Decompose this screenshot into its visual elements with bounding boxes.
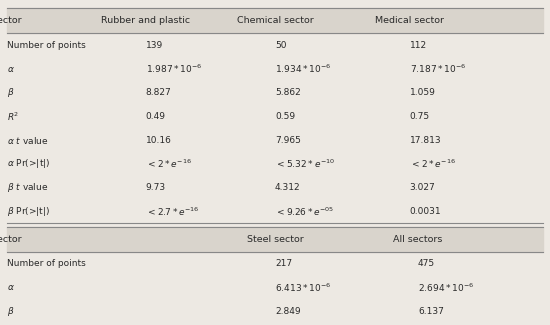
Text: 1.059: 1.059 bbox=[410, 88, 436, 97]
Bar bbox=[7, 152, 543, 176]
Text: $<5.32 * e^{-10}$: $<5.32 * e^{-10}$ bbox=[275, 158, 335, 170]
Bar bbox=[7, 323, 543, 325]
Bar bbox=[7, 57, 543, 81]
Text: Chemical sector: Chemical sector bbox=[236, 16, 314, 25]
Text: 50: 50 bbox=[275, 41, 287, 50]
Text: Number of points: Number of points bbox=[7, 41, 86, 50]
Text: $\beta$: $\beta$ bbox=[7, 86, 15, 99]
Text: $2.694 * 10^{-6}$: $2.694 * 10^{-6}$ bbox=[418, 281, 474, 294]
Text: 0.49: 0.49 bbox=[146, 112, 166, 121]
Text: $<2.7 * e^{-16}$: $<2.7 * e^{-16}$ bbox=[146, 205, 199, 218]
Text: 6.137: 6.137 bbox=[418, 307, 444, 316]
Text: 17.813: 17.813 bbox=[410, 136, 441, 145]
Text: 139: 139 bbox=[146, 41, 163, 50]
Bar bbox=[7, 33, 543, 57]
Bar bbox=[7, 128, 543, 152]
Text: 475: 475 bbox=[418, 259, 435, 268]
Text: 8.827: 8.827 bbox=[146, 88, 172, 97]
Text: $1.934 * 10^{-6}$: $1.934 * 10^{-6}$ bbox=[275, 63, 331, 75]
Text: Medical sector: Medical sector bbox=[375, 16, 444, 25]
Bar bbox=[7, 81, 543, 105]
Text: 0.0031: 0.0031 bbox=[410, 207, 441, 216]
Text: $R^2$: $R^2$ bbox=[7, 110, 19, 123]
Text: $<2 * e^{-16}$: $<2 * e^{-16}$ bbox=[146, 158, 191, 170]
Text: 7.965: 7.965 bbox=[275, 136, 301, 145]
Bar bbox=[7, 252, 543, 276]
Text: $\alpha$ Pr(>|t|): $\alpha$ Pr(>|t|) bbox=[7, 157, 51, 170]
Text: 10.16: 10.16 bbox=[146, 136, 172, 145]
Text: 0.75: 0.75 bbox=[410, 112, 430, 121]
Text: Sector: Sector bbox=[0, 16, 23, 25]
Text: 112: 112 bbox=[410, 41, 427, 50]
Text: Sector: Sector bbox=[0, 235, 23, 244]
Text: $\beta$: $\beta$ bbox=[7, 305, 15, 318]
Text: $6.413 * 10^{-6}$: $6.413 * 10^{-6}$ bbox=[275, 281, 331, 294]
Text: 3.027: 3.027 bbox=[410, 183, 436, 192]
Bar bbox=[7, 200, 543, 223]
Bar bbox=[7, 176, 543, 200]
Text: Number of points: Number of points bbox=[7, 259, 86, 268]
Text: 4.312: 4.312 bbox=[275, 183, 301, 192]
Bar bbox=[7, 227, 543, 252]
Text: $\beta$ Pr(>|t|): $\beta$ Pr(>|t|) bbox=[7, 205, 50, 218]
Text: 9.73: 9.73 bbox=[146, 183, 166, 192]
Text: $\alpha$ $t$ value: $\alpha$ $t$ value bbox=[7, 135, 48, 146]
Bar bbox=[7, 299, 543, 323]
Text: $7.187 * 10^{-6}$: $7.187 * 10^{-6}$ bbox=[410, 63, 466, 75]
Text: Steel sector: Steel sector bbox=[246, 235, 304, 244]
Bar bbox=[7, 8, 543, 33]
Text: All sectors: All sectors bbox=[393, 235, 443, 244]
Text: $\alpha$: $\alpha$ bbox=[7, 65, 15, 73]
Text: 0.59: 0.59 bbox=[275, 112, 295, 121]
Bar bbox=[7, 105, 543, 128]
Text: $1.987 * 10^{-6}$: $1.987 * 10^{-6}$ bbox=[146, 63, 202, 75]
Text: 2.849: 2.849 bbox=[275, 307, 301, 316]
Text: $\beta$ $t$ value: $\beta$ $t$ value bbox=[7, 181, 48, 194]
Text: $<2 * e^{-16}$: $<2 * e^{-16}$ bbox=[410, 158, 455, 170]
Text: 217: 217 bbox=[275, 259, 292, 268]
Text: Rubber and plastic: Rubber and plastic bbox=[101, 16, 190, 25]
Text: $<9.26 * e^{-05}$: $<9.26 * e^{-05}$ bbox=[275, 205, 334, 218]
Bar bbox=[7, 276, 543, 299]
Text: 5.862: 5.862 bbox=[275, 88, 301, 97]
Text: $\alpha$: $\alpha$ bbox=[7, 283, 15, 292]
